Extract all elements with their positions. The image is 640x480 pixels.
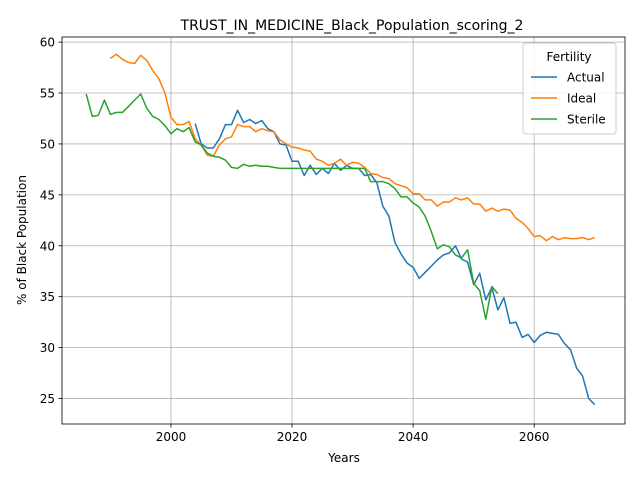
legend-label-actual: Actual: [567, 71, 605, 85]
series-line-ideal: [109, 53, 595, 242]
legend-label-ideal: Ideal: [567, 92, 596, 106]
y-tick-label: 60: [40, 36, 55, 50]
y-tick-label: 25: [40, 392, 55, 406]
plot-lines: [85, 53, 596, 406]
chart-title: TRUST_IN_MEDICINE_Black_Population_scori…: [180, 18, 524, 34]
x-tick-label: 2040: [398, 430, 429, 444]
series-line-actual: [194, 109, 596, 406]
series-line-sterile: [85, 93, 499, 320]
legend-box: [522, 42, 617, 135]
y-tick-label: 55: [40, 87, 55, 101]
y-tick-label: 50: [40, 137, 55, 151]
y-tick-label: 40: [40, 239, 55, 253]
y-tick-label: 45: [40, 188, 55, 202]
x-axis-label: Years: [327, 451, 360, 465]
axes-frame: [61, 36, 626, 425]
x-tick-label: 2000: [156, 430, 187, 444]
legend-label-sterile: Sterile: [567, 113, 606, 127]
y-axis-label: % of Black Population: [15, 175, 29, 305]
x-tick-label: 2020: [277, 430, 308, 444]
legend-title: Fertility: [546, 50, 591, 64]
y-tick-label: 30: [40, 341, 55, 355]
y-tick-label: 35: [40, 290, 55, 304]
legend: Fertility Actual Ideal Sterile: [522, 42, 617, 135]
legend-entries: Actual Ideal Sterile: [531, 71, 606, 127]
x-tick-label: 2060: [519, 430, 550, 444]
ticks: 2000 2020 2040 2060 25 30 35 40 45 50 55 60: [40, 36, 550, 444]
